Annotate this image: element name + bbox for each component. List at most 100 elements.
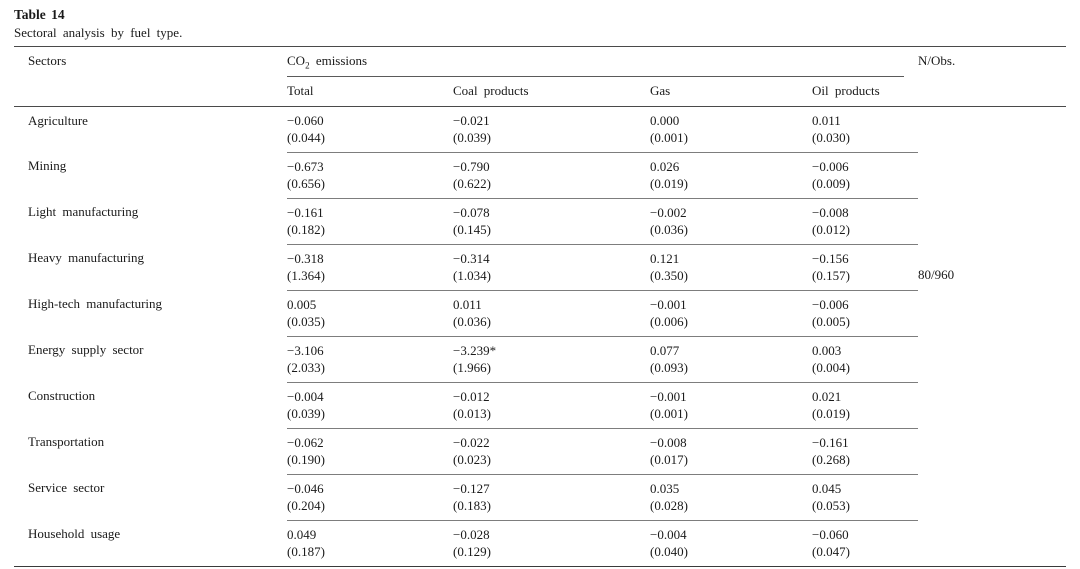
standard-error: (0.019) — [650, 175, 688, 191]
standard-error: (0.019) — [812, 405, 850, 421]
coefficient-value: 0.049 — [287, 526, 317, 542]
coefficient-value: −0.001 — [650, 388, 687, 404]
standard-error: (0.004) — [812, 359, 850, 375]
standard-error: (1.966) — [453, 359, 491, 375]
coefficient-value: −0.060 — [812, 526, 849, 542]
nobs-value — [918, 174, 1066, 191]
table-description: Sectoral analysis by fuel type. — [14, 25, 183, 40]
coefficient-value: 0.121 — [650, 250, 680, 266]
coefficient-value: 0.000 — [650, 112, 680, 128]
standard-error: (1.034) — [453, 267, 491, 283]
coefficient-value: −0.004 — [287, 388, 324, 404]
cell-oil: −0.006 (0.005) — [812, 290, 919, 337]
standard-error: (0.036) — [650, 221, 688, 237]
co2-subscript: 2 — [305, 60, 310, 71]
coefficient-value: 0.026 — [650, 158, 680, 174]
sector-label: High-tech manufacturing — [28, 296, 163, 312]
cell-nobs: 80/960 — [918, 244, 1066, 290]
standard-error: (0.028) — [650, 497, 688, 513]
cell-total: −0.161 (0.182) — [287, 198, 453, 245]
cell-gas: −0.004 (0.040) — [650, 520, 812, 566]
table-row: Service sector −0.046 (0.204) −0.127 (0.183)… — [14, 474, 1066, 521]
sector-label: Agriculture — [28, 112, 88, 128]
nobs-value — [918, 358, 1066, 375]
coefficient-value: −0.078 — [453, 204, 490, 220]
cell-coal: −0.127 (0.183) — [453, 474, 650, 521]
nobs-value — [918, 129, 1066, 146]
cell-gas: 0.000 (0.001) — [650, 106, 812, 153]
standard-error: (0.036) — [453, 313, 491, 329]
coefficient-value: 0.077 — [650, 342, 680, 358]
cell-coal: −0.790 (0.622) — [453, 152, 650, 199]
cell-nobs — [918, 152, 1066, 198]
sector-label: Transportation — [28, 434, 105, 450]
coefficient-value: −0.161 — [287, 204, 324, 220]
coefficient-value: −0.127 — [453, 480, 490, 496]
standard-error: (0.030) — [812, 129, 850, 145]
co2-emissions-label: CO2 emissions — [287, 47, 905, 77]
table-row: Construction −0.004 (0.039) −0.012 (0.013) −0… — [14, 382, 1066, 429]
nobs-value — [918, 496, 1066, 513]
nobs-spacer — [918, 203, 1066, 220]
sector-label: Heavy manufacturing — [28, 250, 144, 266]
coefficient-value: 0.021 — [812, 388, 842, 404]
col-header-sectors: Sectors — [14, 46, 287, 107]
table-row: Light manufacturing −0.161 (0.182) −0.078 (0… — [14, 198, 1066, 245]
nobs-spacer — [918, 157, 1066, 174]
cell-gas: −0.001 (0.001) — [650, 382, 812, 429]
nobs-spacer — [918, 295, 1066, 312]
cell-total: −0.004 (0.039) — [287, 382, 453, 429]
cell-gas: −0.001 (0.006) — [650, 290, 812, 337]
col-header-oil-products: Oil products — [812, 76, 919, 107]
coefficient-value: −0.001 — [650, 296, 687, 312]
cell-nobs — [918, 428, 1066, 474]
standard-error: (0.006) — [650, 313, 688, 329]
coefficient-value: 0.045 — [812, 480, 842, 496]
cell-total: −0.060 (0.044) — [287, 106, 453, 153]
cell-total: −0.062 (0.190) — [287, 428, 453, 475]
nobs-value — [918, 312, 1066, 329]
standard-error: (1.364) — [287, 267, 325, 283]
cell-oil: −0.060 (0.047) — [812, 520, 918, 566]
cell-total: 0.049 (0.187) — [287, 520, 453, 566]
standard-error: (0.145) — [453, 221, 491, 237]
standard-error: (0.129) — [453, 543, 491, 559]
standard-error: (0.350) — [650, 267, 688, 283]
nobs-value — [918, 220, 1066, 237]
nobs-spacer — [918, 249, 1066, 266]
sector-label: Household usage — [28, 526, 121, 542]
emissions-text: emissions — [309, 53, 368, 68]
standard-error: (0.093) — [650, 359, 688, 375]
col-header-total: Total — [287, 76, 453, 107]
standard-error: (0.017) — [650, 451, 688, 467]
coefficient-value: −0.790 — [453, 158, 490, 174]
sector-label: Service sector — [28, 480, 105, 496]
nobs-spacer — [918, 479, 1066, 496]
coefficient-value: −0.314 — [453, 250, 490, 266]
nobs-value: 80/960 — [918, 267, 955, 283]
cell-gas: −0.002 (0.036) — [650, 198, 812, 245]
standard-error: (0.035) — [287, 313, 325, 329]
cell-oil: 0.011 (0.030) — [812, 106, 919, 153]
cell-coal: −0.078 (0.145) — [453, 198, 650, 245]
standard-error: (0.009) — [812, 175, 850, 191]
standard-error: (0.044) — [287, 129, 325, 145]
cell-oil: −0.008 (0.012) — [812, 198, 919, 245]
standard-error: (0.047) — [812, 543, 850, 559]
cell-coal: −0.012 (0.013) — [453, 382, 650, 429]
table-row: Transportation −0.062 (0.190) −0.022 (0.023)… — [14, 428, 1066, 475]
coefficient-value: −3.106 — [287, 342, 324, 358]
standard-error: (2.033) — [287, 359, 325, 375]
coefficient-value: −0.060 — [287, 112, 324, 128]
sector-label: Mining — [28, 158, 67, 174]
col-group-header-co2-emissions: CO2 emissions — [287, 47, 918, 77]
cell-oil: −0.006 (0.009) — [812, 152, 919, 199]
header-row-group: Sectors CO2 emissions N/Obs. — [14, 46, 1067, 107]
cell-nobs — [918, 290, 1066, 336]
standard-error: (0.204) — [287, 497, 325, 513]
coefficient-value: −0.008 — [812, 204, 849, 220]
cell-gas: 0.077 (0.093) — [650, 336, 812, 383]
sector-label: Energy supply sector — [28, 342, 144, 358]
nobs-value — [918, 450, 1066, 467]
standard-error: (0.190) — [287, 451, 325, 467]
